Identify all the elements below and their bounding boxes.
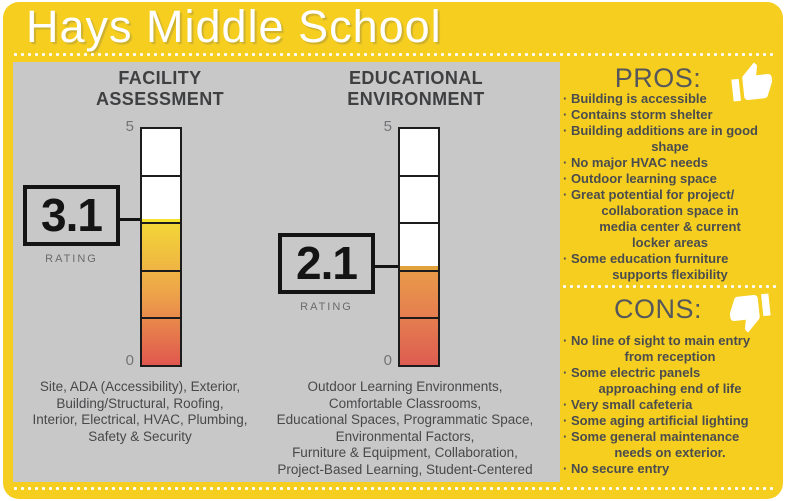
gauge-gridline xyxy=(400,222,438,225)
chart-description: Outdoor Learning Environments, Comfortab… xyxy=(276,379,534,477)
gauge-gridline xyxy=(142,316,180,319)
pros-cons-column: PROS: · Building is accessible · Contains… xyxy=(560,62,780,482)
list-item-line: media center & current xyxy=(599,219,741,234)
dotted-divider-middle xyxy=(562,284,776,289)
list-item-line: collaboration space in xyxy=(601,203,739,218)
list-item-line: · Outdoor learning space xyxy=(563,171,717,186)
scale-min-label: 0 xyxy=(125,352,134,369)
chart-title: EDUCATIONAL ENVIRONMENT xyxy=(347,68,485,109)
rating-connector-line xyxy=(375,265,398,268)
list-item-line: · Very small cafeteria xyxy=(563,397,693,412)
gauge-gridline xyxy=(400,175,438,178)
list-item-line: · No line of sight to main entry xyxy=(563,333,751,348)
rating-label: RATING xyxy=(45,253,98,265)
page-title: Hays Middle School xyxy=(26,1,442,52)
scale-min-label: 0 xyxy=(383,352,392,369)
pros-list: · Building is accessible · Contains storm… xyxy=(560,91,780,283)
rating-box: 2.1 xyxy=(278,233,375,294)
list-item-line: supports flexibility xyxy=(612,267,728,282)
gauge-gridline xyxy=(400,269,438,272)
gauge-fill xyxy=(400,265,438,365)
list-item-line: shape xyxy=(651,139,689,154)
gauge-gridline xyxy=(142,222,180,225)
gauge-fill-cap xyxy=(142,218,180,224)
cons-heading: CONS: xyxy=(613,294,702,324)
list-item-line: from reception xyxy=(624,349,716,364)
list-item-line: approaching end of life xyxy=(598,381,742,396)
list-item-line: · Some aging artificial lighting xyxy=(563,413,749,428)
assessment-panel: FACILITY ASSESSMENT 5 0 3.1 RATING Site,… xyxy=(13,62,560,482)
gauge-fill xyxy=(142,218,180,365)
list-item-line: · Building is accessible xyxy=(563,91,707,106)
thermometer-gauge xyxy=(398,127,440,367)
rating-connector-line xyxy=(120,218,140,221)
scale-max-label: 5 xyxy=(125,118,134,135)
list-item-line: · Great potential for project/ xyxy=(563,187,735,202)
scale-max-label: 5 xyxy=(383,118,392,135)
chart-title: FACILITY ASSESSMENT xyxy=(95,68,225,109)
educational-environment-chart: EDUCATIONAL ENVIRONMENT 5 0 2.1 RATING O… xyxy=(13,62,560,482)
list-item-line: · Some education furniture xyxy=(563,251,729,266)
dotted-divider-bottom xyxy=(13,486,773,491)
dotted-divider-top xyxy=(13,52,773,57)
gauge-fill-cap xyxy=(400,265,438,271)
list-item-line: · No major HVAC needs xyxy=(563,155,708,170)
rating-box: 3.1 xyxy=(23,185,120,246)
thumbs-down-icon xyxy=(726,288,774,336)
gauge-gridline xyxy=(142,175,180,178)
list-item-line: · Building additions are in good xyxy=(563,123,758,138)
list-item-line: · No secure entry xyxy=(563,461,670,476)
gauge-gridline xyxy=(142,269,180,272)
thermometer-gauge xyxy=(140,127,182,367)
list-item-line: · Some general maintenance xyxy=(563,429,740,444)
pros-heading: PROS: xyxy=(614,63,702,93)
list-item-line: needs on exterior. xyxy=(614,445,726,460)
list-item-line: locker areas xyxy=(632,235,708,250)
thumbs-up-icon xyxy=(728,59,776,107)
rating-label: RATING xyxy=(300,301,353,313)
facility-assessment-chart: FACILITY ASSESSMENT 5 0 3.1 RATING Site,… xyxy=(13,62,560,482)
rating-value: 3.1 xyxy=(41,189,103,241)
list-item-line: · Contains storm shelter xyxy=(563,107,713,122)
chart-description: Site, ADA (Accessibility), Exterior, Bui… xyxy=(32,379,248,444)
gauge-gridline xyxy=(400,316,438,319)
list-item-line: · Some electric panels xyxy=(563,365,701,380)
cons-list: · No line of sight to main entry from rec… xyxy=(560,333,780,477)
rating-value: 2.1 xyxy=(296,237,358,289)
